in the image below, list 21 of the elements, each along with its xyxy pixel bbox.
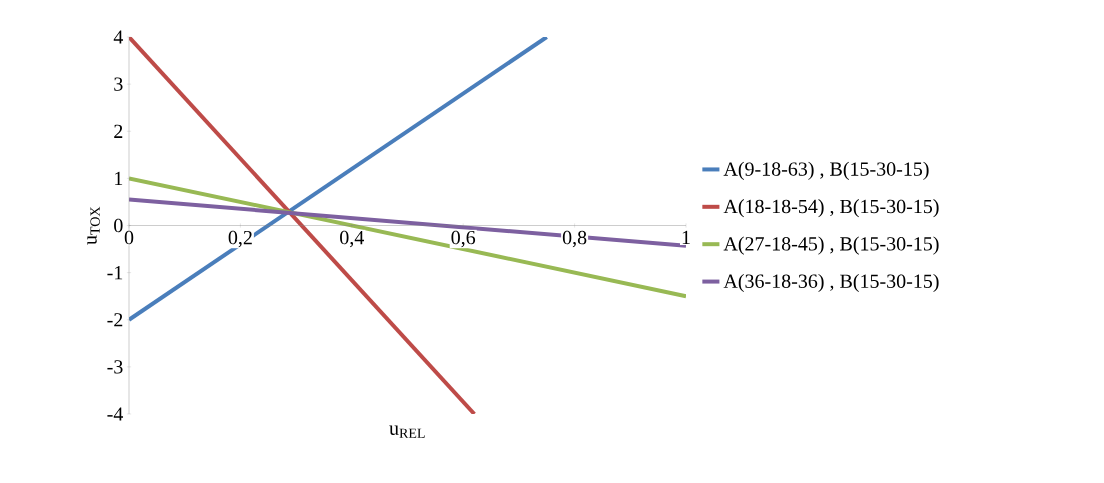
y-tick-label: 3 xyxy=(114,77,123,91)
x-tick-label: 0,4 xyxy=(340,230,364,248)
y-tick-label: -1 xyxy=(107,266,123,280)
legend-label: A(36-18-36) , B(15-30-15) xyxy=(723,273,939,293)
x-tick-label: 0,2 xyxy=(228,230,252,248)
y-tick-label: 1 xyxy=(115,171,123,185)
y-axis-title: u$_{TOX}$ xyxy=(87,206,100,245)
x-tick-label: 0,8 xyxy=(562,230,587,248)
legend-label: A(27-18-45) , B(15-30-15) xyxy=(723,236,939,255)
legend-label: A(18-18-54) , B(15-30-15) xyxy=(723,199,939,218)
y-tick-label: 4 xyxy=(113,30,124,44)
legend-label: A(9-18-63) , B(15-30-15) xyxy=(723,161,929,180)
x-tick-label: 1 xyxy=(682,230,690,245)
y-tick-label: -4 xyxy=(107,407,124,421)
x-axis-title: u$_{REL}$ xyxy=(389,425,425,438)
x-tick-label: 0 xyxy=(124,230,134,245)
x-tick-label: 0,6 xyxy=(451,230,476,248)
y-tick-label: 2 xyxy=(114,124,123,138)
y-tick-label: -3 xyxy=(107,360,123,374)
y-tick-label: -2 xyxy=(107,313,123,327)
y-tick-label: 0 xyxy=(114,218,123,233)
